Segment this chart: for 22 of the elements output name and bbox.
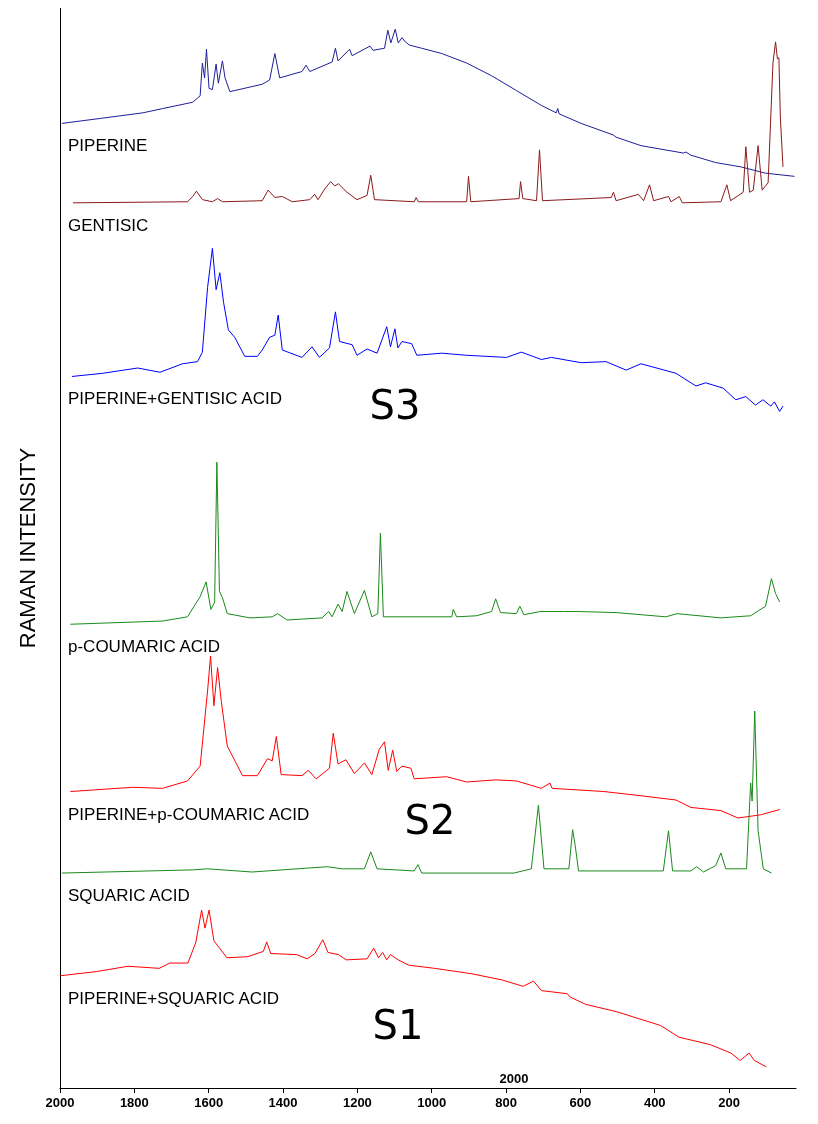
x-tick-label: 1400 <box>268 1095 298 1110</box>
x-tick-label: 1200 <box>342 1095 372 1110</box>
x-tick-label: 200 <box>718 1095 740 1110</box>
x-tick-label: 1600 <box>194 1095 224 1110</box>
annotation: S3 <box>369 382 421 428</box>
x-tick-label: 400 <box>643 1095 666 1110</box>
series-label: PIPERINE+SQUARIC ACID <box>68 988 280 1008</box>
x-tick-label: 2000 <box>45 1095 75 1110</box>
x-tick-label: 600 <box>569 1095 592 1110</box>
series-label: SQUARIC ACID <box>68 886 190 906</box>
x-tick-label: 1000 <box>417 1095 447 1110</box>
x-tick-label: 1800 <box>119 1095 149 1110</box>
y-axis-title: RAMAN INTENSITY <box>14 447 40 649</box>
annotation: S1 <box>372 1002 424 1048</box>
series-label: PIPERINE+p-COUMARIC ACID <box>68 804 310 824</box>
annotation: S2 <box>404 797 456 843</box>
series-label: PIPERINE <box>68 136 148 156</box>
series-label: GENTISIC <box>68 215 149 235</box>
series-label: PIPERINE+GENTISIC ACID <box>68 389 282 409</box>
x-tick-label: 800 <box>495 1095 517 1110</box>
annotation: 2000 <box>499 1070 529 1086</box>
series-label: p-COUMARIC ACID <box>68 637 221 657</box>
